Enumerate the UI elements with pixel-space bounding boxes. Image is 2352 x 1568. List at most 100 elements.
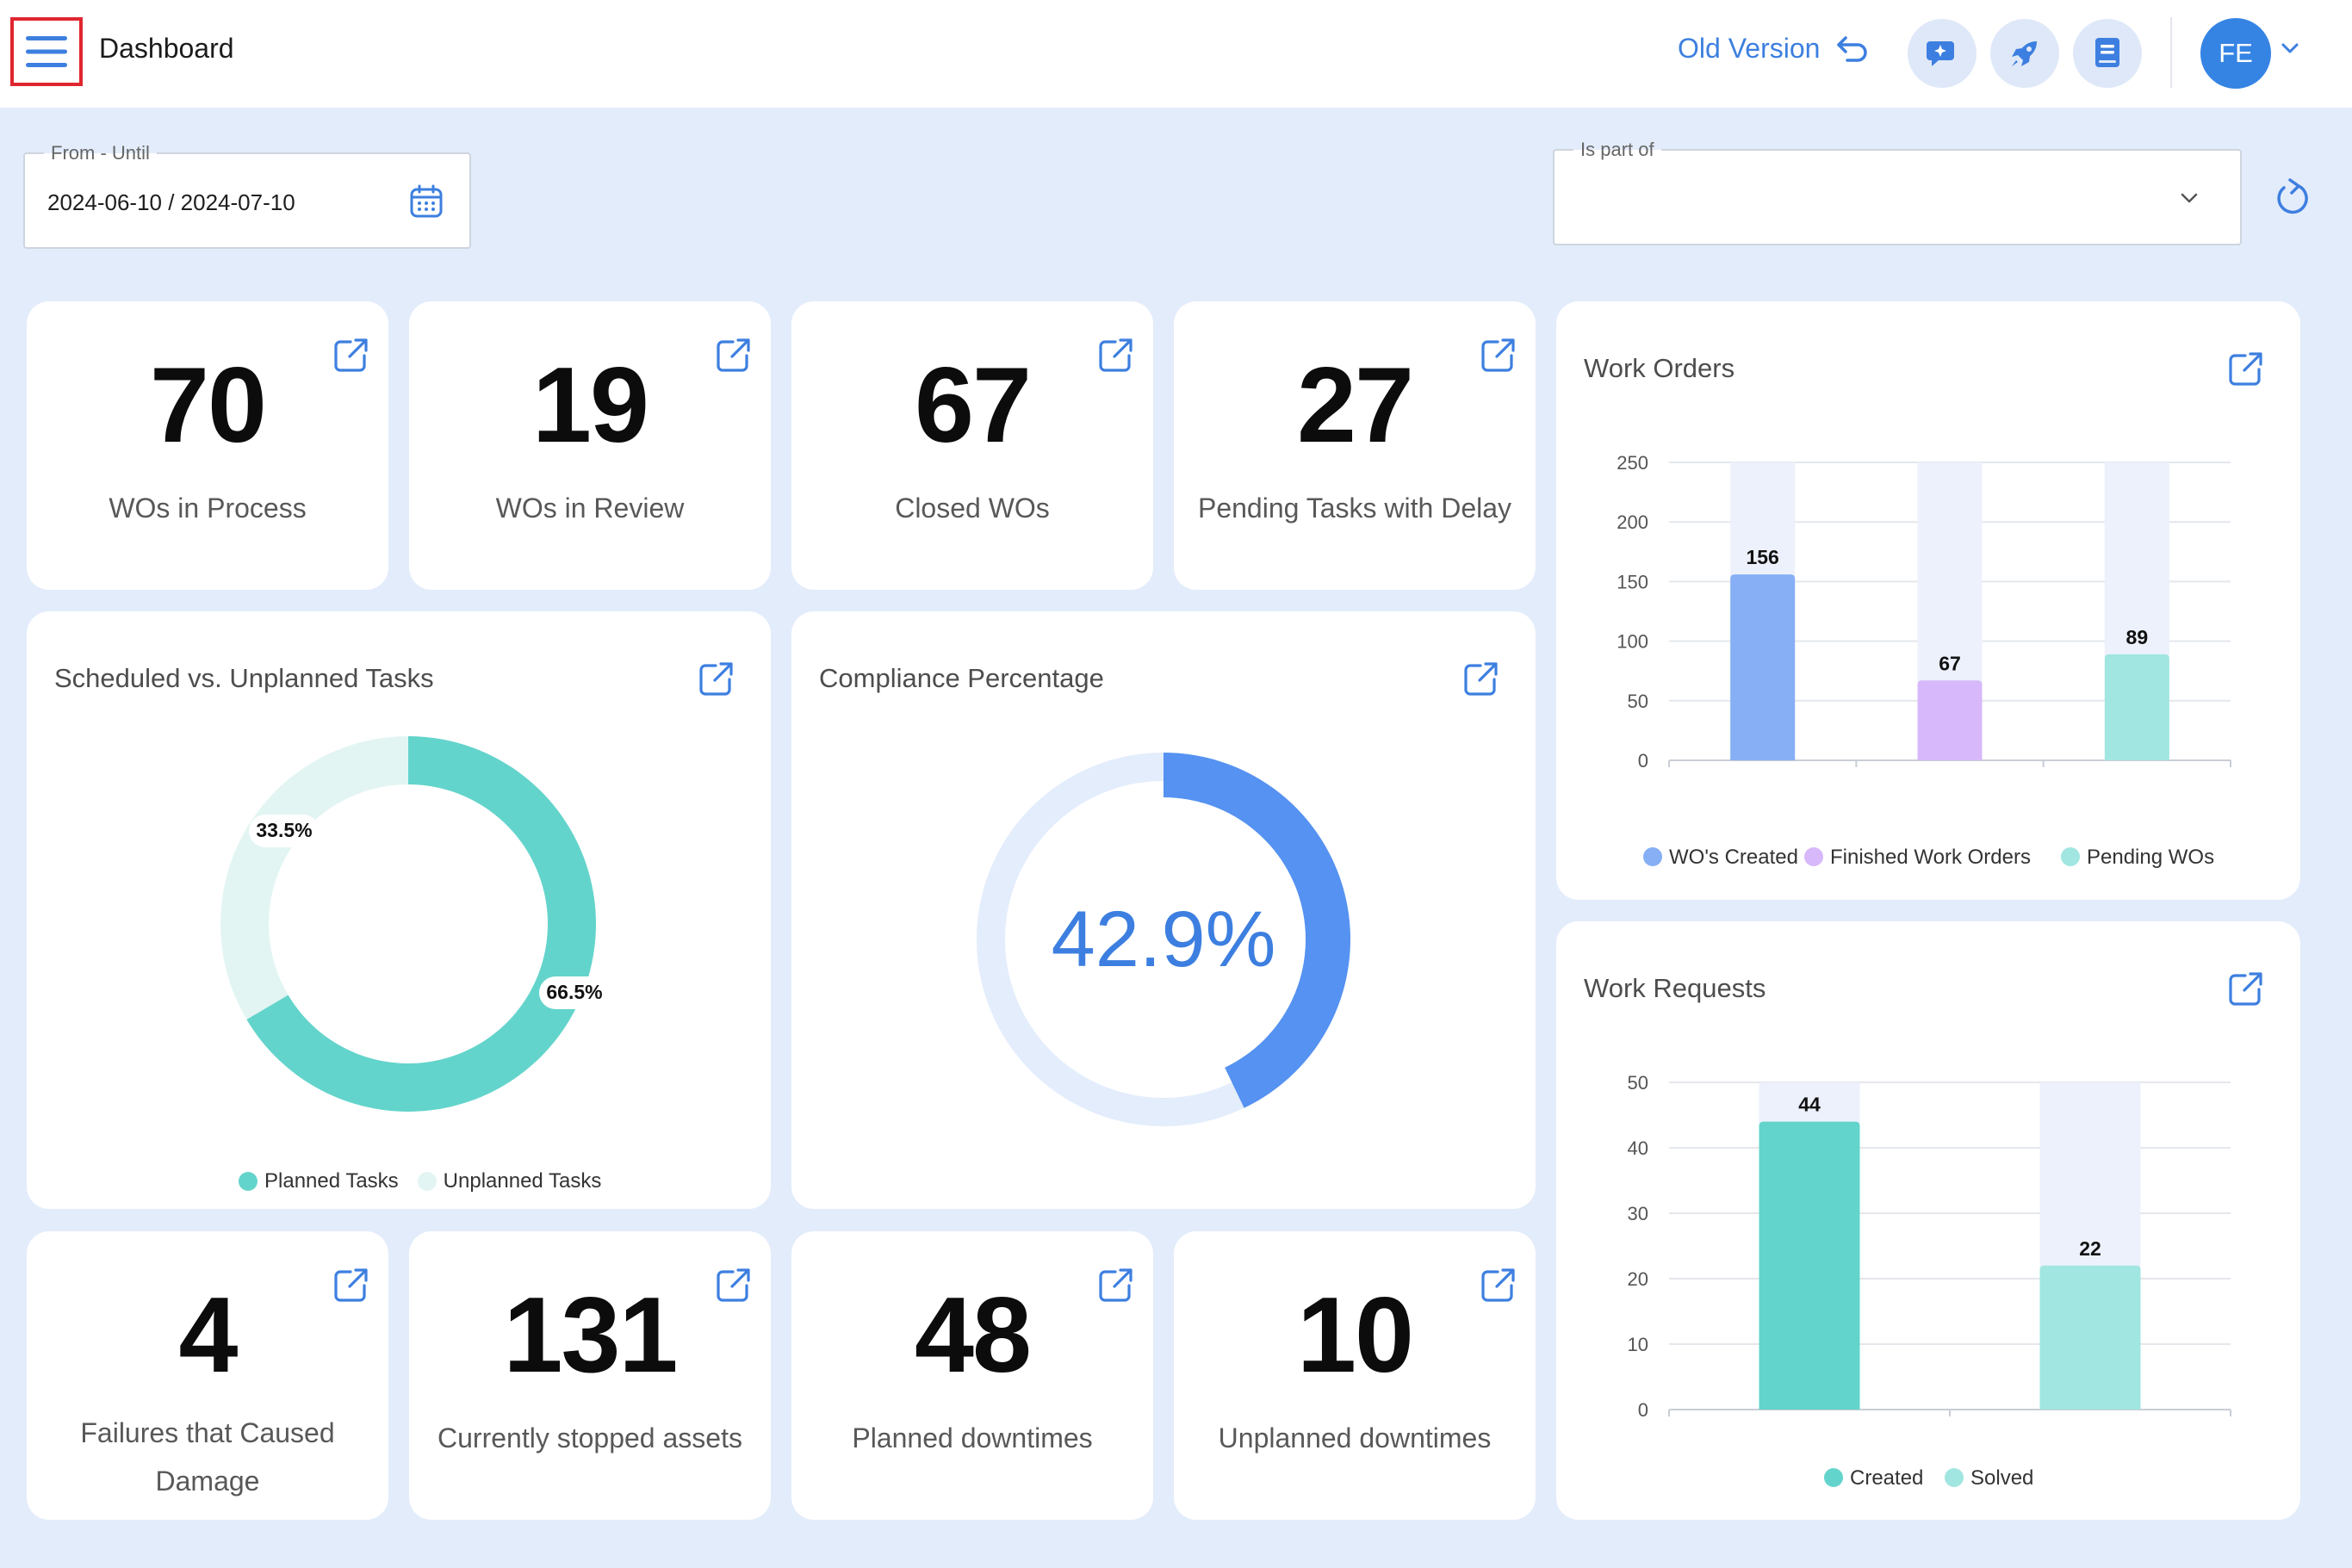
kpi-value: 131 xyxy=(503,1276,679,1395)
reset-icon[interactable] xyxy=(2272,177,2312,220)
kpi-card-planned-downtimes[interactable]: 48 Planned downtimes xyxy=(791,1231,1153,1520)
bar-data-label: 67 xyxy=(1939,652,1961,674)
kpi-card-stopped-assets[interactable]: 131 Currently stopped assets xyxy=(409,1231,771,1520)
kpi-label: Closed WOs xyxy=(895,493,1050,524)
legend-label[interactable]: Finished Work Orders xyxy=(1830,846,2031,869)
legend-label: Unplanned Tasks xyxy=(443,1169,602,1193)
legend-dot xyxy=(1824,1468,1843,1487)
y-tick-label: 200 xyxy=(1617,511,1648,533)
legend-item-unplanned[interactable]: Unplanned Tasks xyxy=(417,1169,602,1193)
y-tick-label: 250 xyxy=(1617,452,1648,474)
planned-data-label-bg xyxy=(539,976,610,1009)
external-link-icon[interactable] xyxy=(1478,336,1517,375)
document-icon xyxy=(2095,38,2119,67)
bar-wo-s-created[interactable] xyxy=(1730,574,1796,760)
legend-label[interactable]: Pending WOs xyxy=(2087,846,2214,869)
unplanned-data-label-bg xyxy=(249,815,320,847)
calendar-icon[interactable] xyxy=(408,183,444,220)
part-of-select[interactable]: Is part of xyxy=(1553,139,2242,245)
external-link-icon[interactable] xyxy=(713,336,753,375)
kpi-label: Planned downtimes xyxy=(852,1422,1093,1453)
external-link-icon[interactable] xyxy=(696,660,735,699)
work-requests-card: Work Requests 0 10 20 30 40 50 44 22 Created Solv… xyxy=(1556,921,2300,1520)
scheduled-vs-unplanned-card: Scheduled vs. Unplanned Tasks 33.5% 66.5… xyxy=(27,611,771,1209)
kpi-card-pending-tasks-delay[interactable]: 27 Pending Tasks with Delay xyxy=(1174,301,1536,590)
external-link-icon[interactable] xyxy=(2225,350,2265,389)
work-orders-card: Work Orders 0 50 100 150 200 250 156 67 89 WO's C… xyxy=(1556,301,2300,900)
kpi-value: 70 xyxy=(150,346,267,465)
chevron-down-icon[interactable] xyxy=(2281,41,2299,55)
external-link-icon[interactable] xyxy=(1461,660,1500,699)
legend-label[interactable]: Solved xyxy=(1970,1466,2033,1490)
date-range-field[interactable]: From - Until 2024-06-10 / 2024-07-10 xyxy=(23,142,471,249)
card-title: Compliance Percentage xyxy=(819,663,1104,693)
bar-data-label: 44 xyxy=(1798,1094,1821,1116)
chat-button[interactable] xyxy=(1908,19,1977,88)
gauge-fill[interactable] xyxy=(1164,753,1350,1108)
bar-pending-wos[interactable] xyxy=(2104,654,2169,760)
compliance-card: Compliance Percentage 42.9% xyxy=(791,611,1536,1209)
external-link-icon[interactable] xyxy=(1095,1266,1135,1305)
kpi-label: WOs in Review xyxy=(495,493,685,524)
y-tick-label: 150 xyxy=(1617,571,1648,592)
legend-label[interactable]: Created xyxy=(1850,1466,1923,1490)
y-tick-label: 30 xyxy=(1628,1203,1648,1224)
top-bar: Dashboard Old Version FE xyxy=(0,0,2352,108)
kpi-value: 67 xyxy=(915,346,1032,465)
kpi-value: 48 xyxy=(915,1276,1032,1395)
bar-finished-work-orders[interactable] xyxy=(1917,680,1983,760)
date-range-value: 2024-06-10 / 2024-07-10 xyxy=(47,189,295,215)
external-link-icon[interactable] xyxy=(331,336,370,375)
kpi-label: Failures that Caused Damage xyxy=(80,1417,335,1497)
notes-button[interactable] xyxy=(2073,19,2142,88)
bar-solved[interactable] xyxy=(2039,1265,2141,1410)
legend-dot xyxy=(417,1172,437,1191)
work-requests-bar-chart: 0 10 20 30 40 50 44 22 Created Solved xyxy=(1628,1072,2231,1490)
legend-dot xyxy=(239,1172,258,1191)
unplanned-data-label: 33.5% xyxy=(256,819,312,841)
kpi-label: Currently stopped assets xyxy=(438,1422,742,1453)
external-link-icon[interactable] xyxy=(1478,1266,1517,1305)
rocket-button[interactable] xyxy=(1990,19,2059,88)
card-title: Work Requests xyxy=(1584,973,1766,1003)
external-link-icon[interactable] xyxy=(331,1266,370,1305)
work-orders-bar-chart: 0 50 100 150 200 250 156 67 89 WO's Created Finish… xyxy=(1617,452,2231,869)
chevron-down-icon xyxy=(2181,193,2198,203)
part-of-label: Is part of xyxy=(1573,139,1661,161)
date-range-label: From - Until xyxy=(44,142,157,164)
chat-sparkle-icon xyxy=(1927,41,1954,66)
compliance-gauge: 42.9% xyxy=(976,753,1350,1126)
kpi-card-failures-damage[interactable]: 4 Failures that Caused Damage xyxy=(27,1231,388,1520)
legend-item-planned[interactable]: Planned Tasks xyxy=(239,1169,399,1193)
y-tick-label: 100 xyxy=(1617,631,1648,653)
legend-label[interactable]: WO's Created xyxy=(1669,846,1798,869)
user-avatar[interactable]: FE xyxy=(2200,18,2271,89)
kpi-card-closed-wos[interactable]: 67 Closed WOs xyxy=(791,301,1153,590)
legend-dot xyxy=(1945,1468,1964,1487)
bar-created[interactable] xyxy=(1759,1121,1860,1410)
undo-arrow-icon xyxy=(1837,35,1868,62)
legend-dot xyxy=(2061,847,2080,866)
y-tick-label: 20 xyxy=(1628,1268,1648,1290)
kpi-card-unplanned-downtimes[interactable]: 10 Unplanned downtimes xyxy=(1174,1231,1536,1520)
card-title: Work Orders xyxy=(1584,353,1735,383)
hamburger-menu-button[interactable] xyxy=(10,17,83,86)
external-link-icon[interactable] xyxy=(1095,336,1135,375)
kpi-label: Pending Tasks with Delay xyxy=(1197,493,1512,524)
y-tick-label: 10 xyxy=(1628,1334,1648,1355)
y-tick-label: 40 xyxy=(1628,1137,1648,1159)
card-title: Scheduled vs. Unplanned Tasks xyxy=(54,663,434,693)
donut-slice-unplanned[interactable] xyxy=(220,736,408,1020)
kpi-card-wos-in-process[interactable]: 70 WOs in Process xyxy=(27,301,388,590)
toolbar-divider xyxy=(2170,17,2172,88)
old-version-label: Old Version xyxy=(1678,33,1821,64)
kpi-card-wos-in-review[interactable]: 19 WOs in Review xyxy=(409,301,771,590)
old-version-link[interactable]: Old Version xyxy=(1678,33,1870,65)
external-link-icon[interactable] xyxy=(2225,970,2265,1009)
kpi-value: 27 xyxy=(1297,346,1414,465)
external-link-icon[interactable] xyxy=(713,1266,753,1305)
y-tick-label: 0 xyxy=(1638,1399,1648,1421)
menu-icon xyxy=(26,36,67,67)
bar-data-label: 89 xyxy=(2126,626,2149,648)
bar-data-label: 156 xyxy=(1746,546,1778,568)
